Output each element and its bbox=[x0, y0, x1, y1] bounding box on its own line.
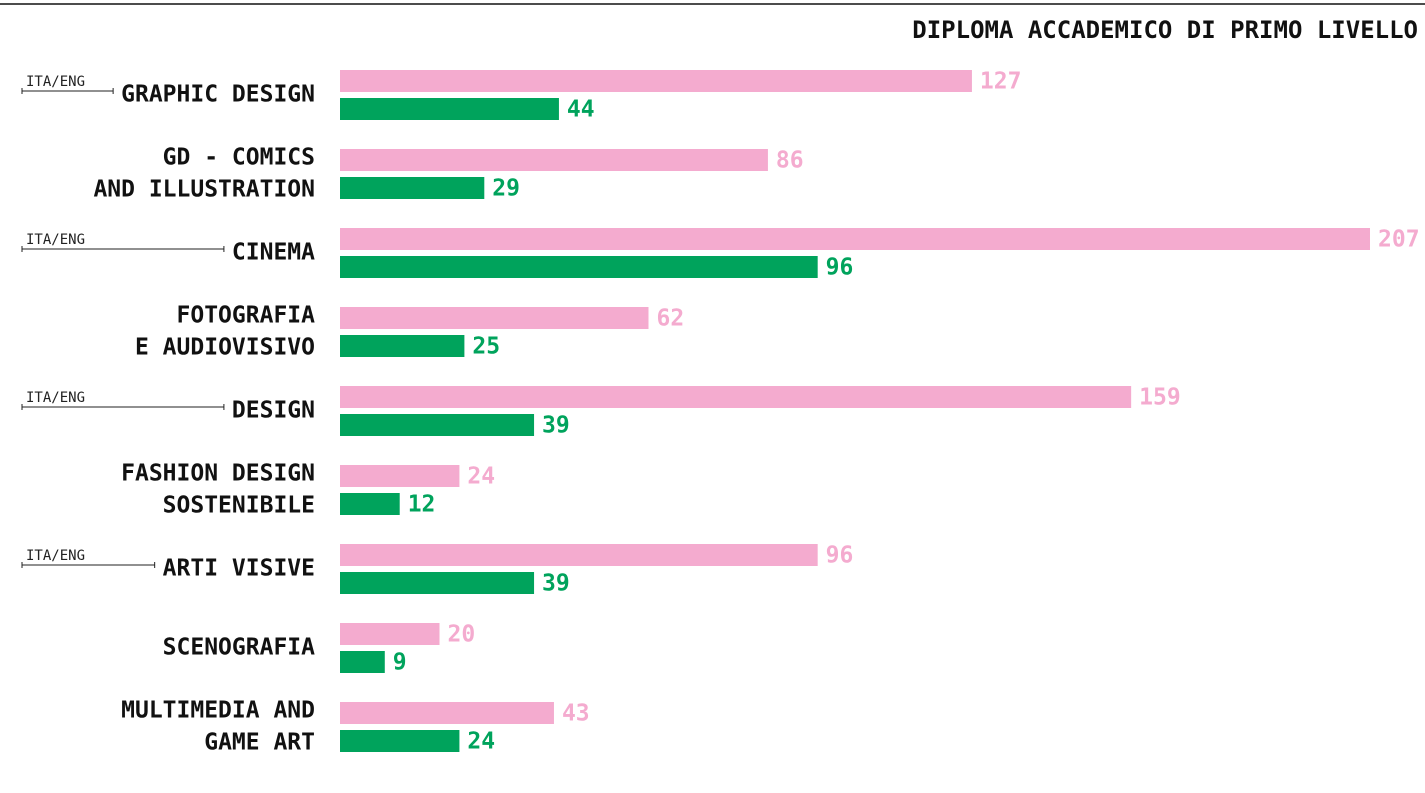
bar bbox=[340, 730, 460, 752]
bar bbox=[340, 335, 465, 357]
tag-label: ITA/ENG bbox=[26, 390, 85, 406]
bar bbox=[340, 256, 818, 278]
value-label: 159 bbox=[1139, 385, 1181, 411]
category-label: FOTOGRAFIA bbox=[177, 303, 316, 329]
bar bbox=[340, 702, 554, 724]
value-label: 24 bbox=[467, 464, 495, 490]
value-label: 44 bbox=[567, 97, 595, 123]
bar bbox=[340, 177, 485, 199]
category-label: SOSTENIBILE bbox=[163, 493, 315, 519]
value-label: 127 bbox=[980, 69, 1022, 95]
value-label: 20 bbox=[448, 622, 476, 648]
bar bbox=[340, 493, 400, 515]
value-label: 29 bbox=[492, 176, 520, 202]
category-label: GD - COMICS bbox=[163, 145, 315, 171]
value-label: 86 bbox=[776, 148, 804, 174]
value-label: 9 bbox=[393, 650, 407, 676]
bar bbox=[340, 414, 535, 436]
bar bbox=[340, 149, 768, 171]
bar bbox=[340, 623, 440, 645]
value-label: 25 bbox=[472, 334, 500, 360]
tag-label: ITA/ENG bbox=[26, 548, 85, 564]
value-label: 24 bbox=[467, 729, 495, 755]
bar bbox=[340, 228, 1370, 250]
bar bbox=[340, 386, 1132, 408]
category-label: ARTI VISIVE bbox=[163, 556, 315, 582]
category-label: MULTIMEDIA AND bbox=[121, 698, 315, 724]
bar bbox=[340, 651, 385, 673]
value-label: 43 bbox=[562, 701, 590, 727]
value-label: 62 bbox=[657, 306, 685, 332]
tag-label: ITA/ENG bbox=[26, 232, 85, 248]
category-label: AND ILLUSTRATION bbox=[93, 177, 315, 203]
value-label: 96 bbox=[826, 255, 854, 281]
tag-label: ITA/ENG bbox=[26, 74, 85, 90]
category-label: GRAPHIC DESIGN bbox=[121, 82, 315, 108]
category-label: CINEMA bbox=[232, 240, 315, 266]
bar bbox=[340, 307, 649, 329]
value-label: 39 bbox=[542, 413, 570, 439]
bar bbox=[340, 465, 460, 487]
value-label: 12 bbox=[408, 492, 436, 518]
chart-title: DIPLOMA ACCADEMICO DI PRIMO LIVELLO bbox=[912, 16, 1418, 44]
bar bbox=[340, 70, 972, 92]
category-label: FASHION DESIGN bbox=[121, 461, 315, 487]
value-label: 96 bbox=[826, 543, 854, 569]
category-label: GAME ART bbox=[204, 730, 315, 756]
category-label: E AUDIOVISIVO bbox=[135, 335, 315, 361]
value-label: 39 bbox=[542, 571, 570, 597]
value-label: 207 bbox=[1378, 227, 1420, 253]
bar bbox=[340, 572, 535, 594]
category-label: SCENOGRAFIA bbox=[163, 635, 315, 661]
category-label: DESIGN bbox=[232, 398, 315, 424]
bar bbox=[340, 98, 559, 120]
bar bbox=[340, 544, 818, 566]
